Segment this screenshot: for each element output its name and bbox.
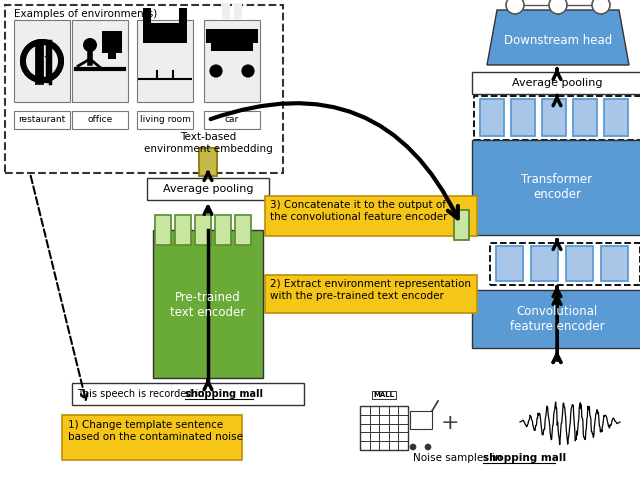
Bar: [179, 8, 187, 23]
Bar: [72, 383, 304, 405]
Bar: [511, 99, 535, 136]
Bar: [573, 99, 597, 136]
Bar: [235, 215, 251, 245]
Circle shape: [410, 444, 416, 450]
Bar: [108, 53, 116, 59]
Bar: [531, 246, 558, 281]
Bar: [472, 140, 640, 235]
Bar: [474, 96, 640, 140]
Bar: [199, 148, 217, 176]
Bar: [472, 72, 640, 94]
Text: Examples of environments): Examples of environments): [14, 9, 157, 19]
Bar: [153, 230, 263, 378]
Bar: [222, 3, 230, 19]
Bar: [14, 20, 70, 102]
Text: 2) Extract environment representation
with the pre-trained text encoder: 2) Extract environment representation wi…: [270, 279, 471, 301]
Text: Average pooling: Average pooling: [512, 78, 602, 88]
Circle shape: [20, 39, 64, 83]
Bar: [480, 99, 504, 136]
Circle shape: [20, 39, 64, 83]
Bar: [253, 43, 258, 51]
Bar: [265, 275, 477, 313]
Text: This speech is recorded in: This speech is recorded in: [77, 389, 207, 399]
Bar: [62, 415, 242, 460]
Text: Transformer
encoder: Transformer encoder: [522, 173, 593, 201]
Bar: [137, 20, 193, 102]
Text: shopping mall: shopping mall: [483, 453, 566, 463]
Bar: [137, 111, 193, 129]
Bar: [206, 43, 211, 51]
Bar: [175, 215, 191, 245]
Text: office: office: [88, 116, 113, 124]
Text: Downstream head: Downstream head: [504, 34, 612, 47]
Circle shape: [240, 63, 256, 79]
Circle shape: [506, 0, 524, 14]
Text: Convolutional
feature encoder: Convolutional feature encoder: [509, 305, 604, 333]
Bar: [472, 290, 640, 348]
Text: restaurant: restaurant: [19, 116, 66, 124]
Bar: [14, 111, 70, 129]
Circle shape: [83, 38, 97, 52]
Polygon shape: [487, 10, 629, 65]
Text: Noise samples in: Noise samples in: [413, 453, 505, 463]
Bar: [265, 196, 477, 236]
Bar: [566, 246, 593, 281]
Text: car: car: [225, 116, 239, 124]
Bar: [410, 411, 432, 429]
Bar: [147, 178, 269, 200]
Bar: [102, 31, 122, 53]
Text: shopping mall: shopping mall: [185, 389, 263, 399]
Bar: [72, 20, 128, 102]
Circle shape: [26, 45, 58, 77]
Text: 1) Change template sentence
based on the contaminated noise: 1) Change template sentence based on the…: [68, 420, 243, 441]
Bar: [195, 215, 211, 245]
Bar: [496, 246, 523, 281]
Bar: [454, 210, 469, 240]
Bar: [234, 3, 242, 19]
Circle shape: [549, 0, 567, 14]
Bar: [143, 8, 151, 23]
Bar: [360, 406, 408, 450]
Circle shape: [592, 0, 610, 14]
Circle shape: [27, 46, 57, 76]
Bar: [542, 99, 566, 136]
Bar: [215, 215, 231, 245]
Text: Average pooling: Average pooling: [163, 184, 253, 194]
Bar: [604, 99, 628, 136]
Text: MALL: MALL: [374, 392, 394, 398]
Bar: [155, 215, 171, 245]
Text: Pre-trained
text encoder: Pre-trained text encoder: [170, 291, 246, 319]
Bar: [204, 20, 260, 102]
Circle shape: [425, 444, 431, 450]
Polygon shape: [210, 29, 254, 51]
Text: +: +: [441, 413, 460, 433]
Text: 3) Concatenate it to the output of
the convolutional feature encoder: 3) Concatenate it to the output of the c…: [270, 200, 447, 222]
Bar: [206, 29, 258, 51]
Bar: [143, 23, 187, 43]
Text: living room: living room: [140, 116, 191, 124]
Bar: [204, 111, 260, 129]
Bar: [601, 246, 628, 281]
FancyArrowPatch shape: [211, 103, 458, 218]
Bar: [5, 5, 283, 173]
Bar: [155, 33, 175, 41]
Bar: [490, 243, 640, 285]
Text: Text-based
environment embedding: Text-based environment embedding: [143, 132, 273, 154]
Circle shape: [208, 63, 224, 79]
Bar: [72, 111, 128, 129]
